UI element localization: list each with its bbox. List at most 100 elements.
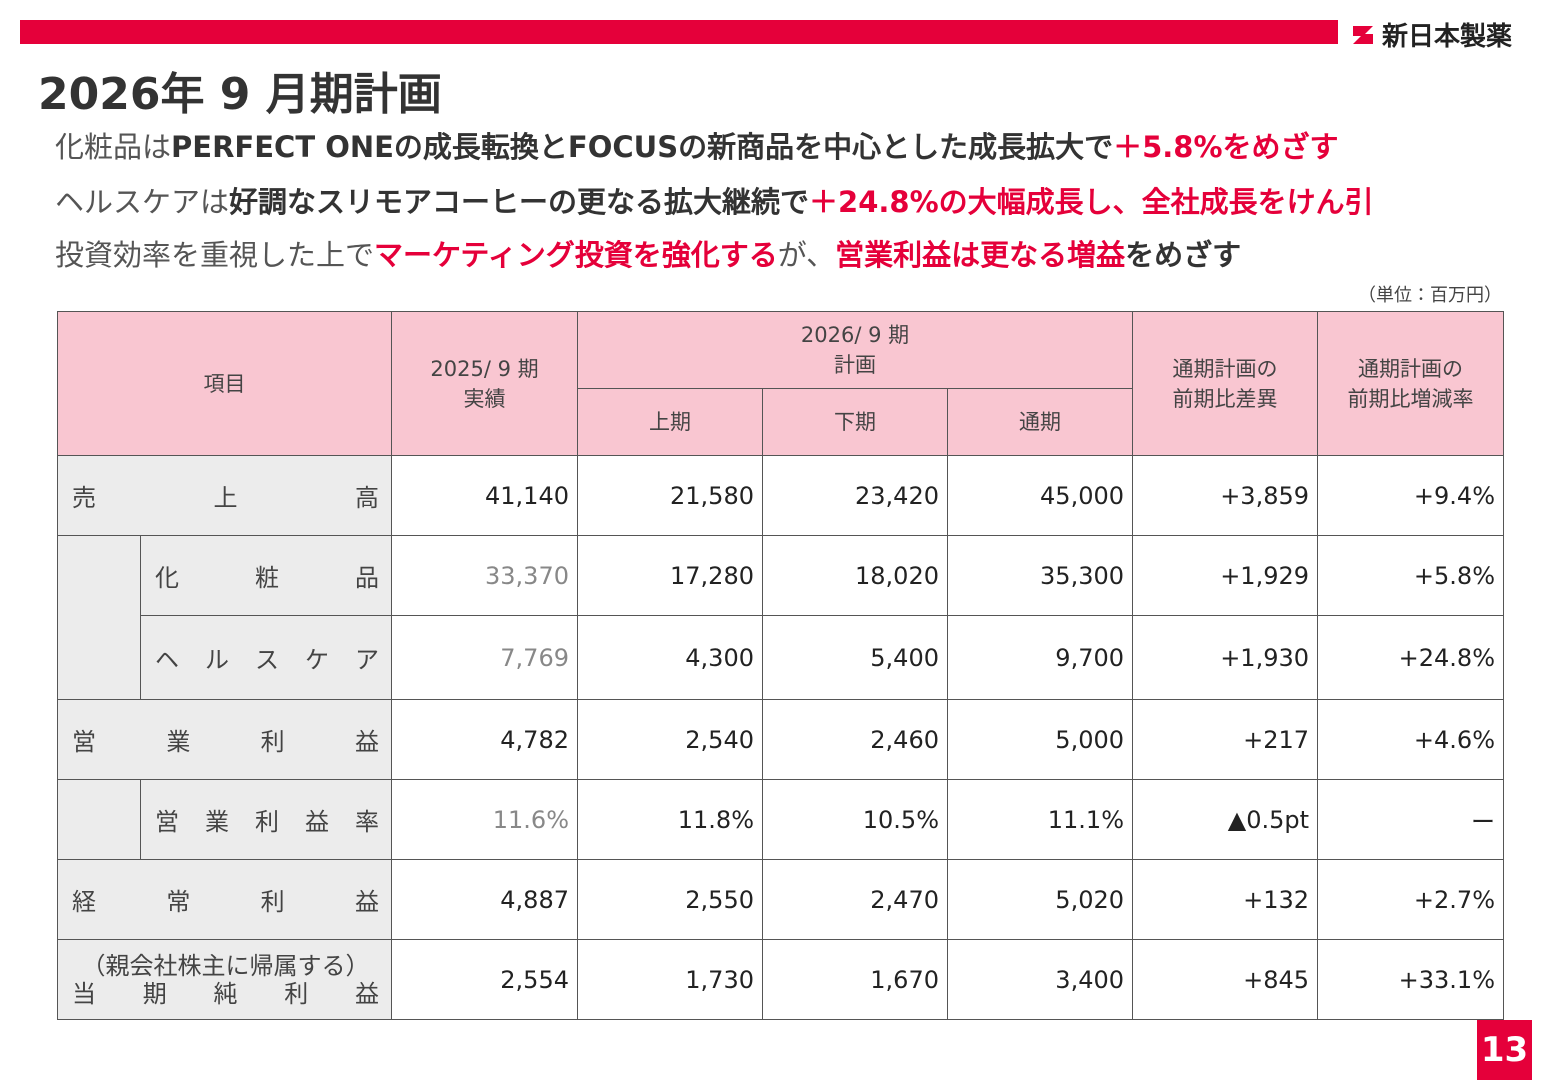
value-cell: +1,929 [1132, 535, 1319, 616]
value-cell: 10.5% [762, 779, 948, 860]
row-label: ヘルスケア [140, 615, 392, 700]
head-text: 計画 [834, 353, 876, 377]
head-diff: 通期計画の前期比差異 [1132, 311, 1319, 456]
value-cell: +1,930 [1132, 615, 1319, 700]
value-cell: ー [1317, 779, 1505, 860]
row-label: 営業利益率 [140, 779, 392, 860]
head-prev: 2025/ 9 期実績 [391, 311, 578, 456]
head-item: 項目 [57, 311, 392, 456]
bullet-segment: が、 [777, 238, 836, 272]
indent-cell [57, 535, 141, 700]
row-label: 化粧品 [140, 535, 392, 616]
head-text: 通期計画の [1172, 356, 1278, 381]
bullet-segment: ＋24.8%の大幅成長し、全社成長をけん引 [809, 185, 1374, 219]
value-cell: +845 [1132, 939, 1319, 1020]
row-label: 営業利益 [57, 699, 392, 780]
head-text: 前期比差異 [1172, 386, 1278, 411]
unit-label: （単位：百万円） [1358, 285, 1502, 306]
value-cell: 9,700 [946, 615, 1134, 700]
value-cell: 1,730 [577, 939, 763, 1020]
bullet-segment: 化粧品は [55, 130, 172, 164]
value-cell: 21,580 [577, 455, 763, 536]
row-label-text: 当期純利益 [72, 979, 379, 1008]
bullet: 化粧品はPERFECT ONEの成長転換とFOCUSの新商品を中心とした成長拡大… [55, 124, 1339, 166]
bullet-segment: 投資効率を重視した上で [55, 238, 375, 272]
head-text: 通期計画の [1358, 356, 1464, 381]
header-bar [20, 20, 1338, 44]
bullet-segment: ＋5.8%をめざす [1113, 130, 1339, 164]
value-cell: +24.8% [1317, 615, 1505, 700]
head-rate: 通期計画の前期比増減率 [1317, 311, 1505, 456]
page-number: 13 [1477, 1020, 1532, 1080]
value-cell: 4,887 [391, 859, 578, 940]
value-cell: 11.6% [391, 779, 578, 860]
value-cell: 41,140 [391, 455, 578, 536]
head-plan-col: 下期 [762, 388, 948, 456]
value-cell: 5,000 [946, 699, 1134, 780]
value-cell: 4,300 [577, 615, 763, 700]
bullet-segment: PERFECT ONEの成長転換とFOCUSの新商品を中心とした成長拡大で [171, 130, 1114, 164]
logo-mark [1353, 25, 1373, 44]
row-label: 経常利益 [57, 859, 392, 940]
value-cell: 11.8% [577, 779, 763, 860]
head-text: 実績 [463, 386, 506, 411]
table-row: （親会社株主に帰属する） 当期純利益 2,554 1,730 1,670 3,400 +84… [57, 939, 1505, 1020]
table-row: ヘルスケア 7,769 4,300 5,400 9,700 +1,930 +24.8% [58, 615, 1505, 700]
bullet-segment: 営業利益は更なる増益 [835, 238, 1126, 272]
value-cell: 2,550 [577, 859, 763, 940]
head-plan-col: 通期 [946, 388, 1134, 456]
value-cell: 5,400 [762, 615, 948, 700]
value-cell: +9.4% [1317, 455, 1505, 536]
value-cell: 2,470 [762, 859, 948, 940]
row-label-note: （親会社株主に帰属する） [81, 951, 370, 980]
value-cell: 2,554 [391, 939, 578, 1020]
head-text: 前期比増減率 [1347, 386, 1474, 411]
head-plan: 2026/ 9 期計画 [576, 311, 1134, 389]
bullet-segment: ヘルスケアは [55, 185, 230, 219]
value-cell: 33,370 [391, 535, 578, 616]
value-cell: 17,280 [577, 535, 763, 616]
bullet-segment: マーケティング投資を強化する [374, 238, 778, 272]
value-cell: +5.8% [1317, 535, 1505, 616]
value-cell: 5,020 [946, 859, 1134, 940]
value-cell: +132 [1132, 859, 1319, 940]
bullet: 投資効率を重視した上でマーケティング投資を強化するが、営業利益は更なる増益をめざ… [55, 232, 1241, 274]
logo: 新日本製薬 [1350, 16, 1512, 53]
value-cell: 45,000 [946, 455, 1134, 536]
table-body: 売上高 41,140 21,580 23,420 45,000 +3,859 +9.4% 化粧… [57, 455, 1505, 1020]
table-row: 営業利益 4,782 2,540 2,460 5,000 +217 +4.6% [57, 699, 1505, 780]
value-cell: 2,540 [577, 699, 763, 780]
value-cell: 4,782 [391, 699, 578, 780]
value-cell: +3,859 [1132, 455, 1319, 536]
value-cell: ▲0.5pt [1132, 779, 1319, 860]
value-cell: +4.6% [1317, 699, 1505, 780]
bullet-segment: 好調なスリモアコーヒーの更なる拡大継続で [229, 185, 810, 219]
table-row: 売上高 41,140 21,580 23,420 45,000 +3,859 +9.4% [57, 455, 1505, 536]
value-cell: +33.1% [1317, 939, 1505, 1020]
table-row: 化粧品 33,370 17,280 18,020 35,300 +1,929 +5.8% [57, 535, 1505, 700]
value-cell: 1,670 [762, 939, 948, 1020]
bullet: ヘルスケアは好調なスリモアコーヒーの更なる拡大継続で＋24.8%の大幅成長し、全… [55, 179, 1374, 221]
value-cell: +217 [1132, 699, 1319, 780]
value-cell: 3,400 [946, 939, 1134, 1020]
indent-cell [57, 779, 141, 860]
table-row: 営業利益率 11.6% 11.8% 10.5% 11.1% ▲0.5pt ー [57, 779, 1505, 860]
value-cell: 18,020 [762, 535, 948, 616]
page-title: 2026年 9 月期計画 [38, 69, 442, 120]
value-cell: 23,420 [762, 455, 948, 536]
logo-text: 新日本製薬 [1382, 22, 1513, 52]
bullet-segment: をめざす [1125, 238, 1242, 272]
value-cell: 7,769 [391, 615, 578, 700]
head-text: 2026/ 9 期 [800, 323, 910, 347]
head-text: 2025/ 9 期 [430, 356, 539, 381]
value-cell: +2.7% [1317, 859, 1505, 940]
value-cell: 11.1% [946, 779, 1134, 860]
plan-table: 項目 2025/ 9 期実績 2026/ 9 期計画 通期計画の前期比差異 通期… [57, 311, 1505, 1020]
row-label: 売上高 [57, 455, 392, 536]
value-cell: 2,460 [762, 699, 948, 780]
table-row: 経常利益 4,887 2,550 2,470 5,020 +132 +2.7% [57, 859, 1505, 940]
row-label: （親会社株主に帰属する） 当期純利益 [57, 939, 392, 1020]
value-cell: 35,300 [946, 535, 1134, 616]
head-plan-col: 上期 [577, 388, 763, 456]
